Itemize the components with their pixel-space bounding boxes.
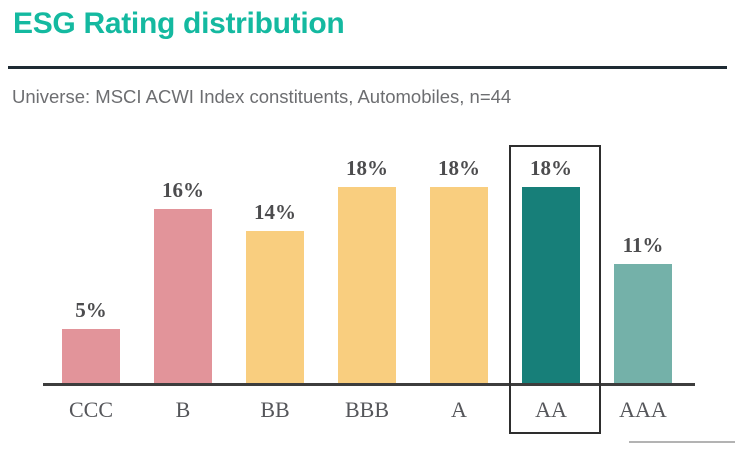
value-label-b: 16% (162, 178, 204, 202)
category-label-bbb: BBB (344, 397, 390, 422)
value-label-bbb: 18% (346, 156, 388, 180)
bar-bbb (338, 187, 396, 384)
bar-a (430, 187, 488, 384)
bar-b (154, 209, 212, 384)
value-label-aaa: 11% (622, 233, 664, 257)
category-label-a: A (451, 397, 467, 422)
value-label-bb: 14% (254, 200, 296, 224)
bar-aa (522, 187, 580, 384)
highlight-box-aa (509, 145, 601, 434)
chart-subtitle: Universe: MSCI ACWI Index constituents, … (12, 86, 512, 107)
category-label-aa: AA (535, 397, 567, 422)
x-axis-line (43, 383, 695, 386)
bar-bb (246, 231, 304, 384)
category-label-aaa: AAA (619, 397, 667, 422)
value-label-a: 18% (438, 156, 480, 180)
bar-ccc (62, 329, 120, 384)
category-label-ccc: CCC (68, 397, 114, 422)
title-divider (8, 66, 727, 69)
value-label-aa: 18% (530, 156, 572, 180)
bar-aaa (614, 264, 672, 384)
page-title: ESG Rating distribution (13, 7, 345, 40)
category-label-bb: BB (260, 397, 290, 422)
bottom-right-divider (629, 441, 735, 443)
category-label-b: B (175, 397, 191, 422)
value-label-ccc: 5% (75, 298, 107, 322)
